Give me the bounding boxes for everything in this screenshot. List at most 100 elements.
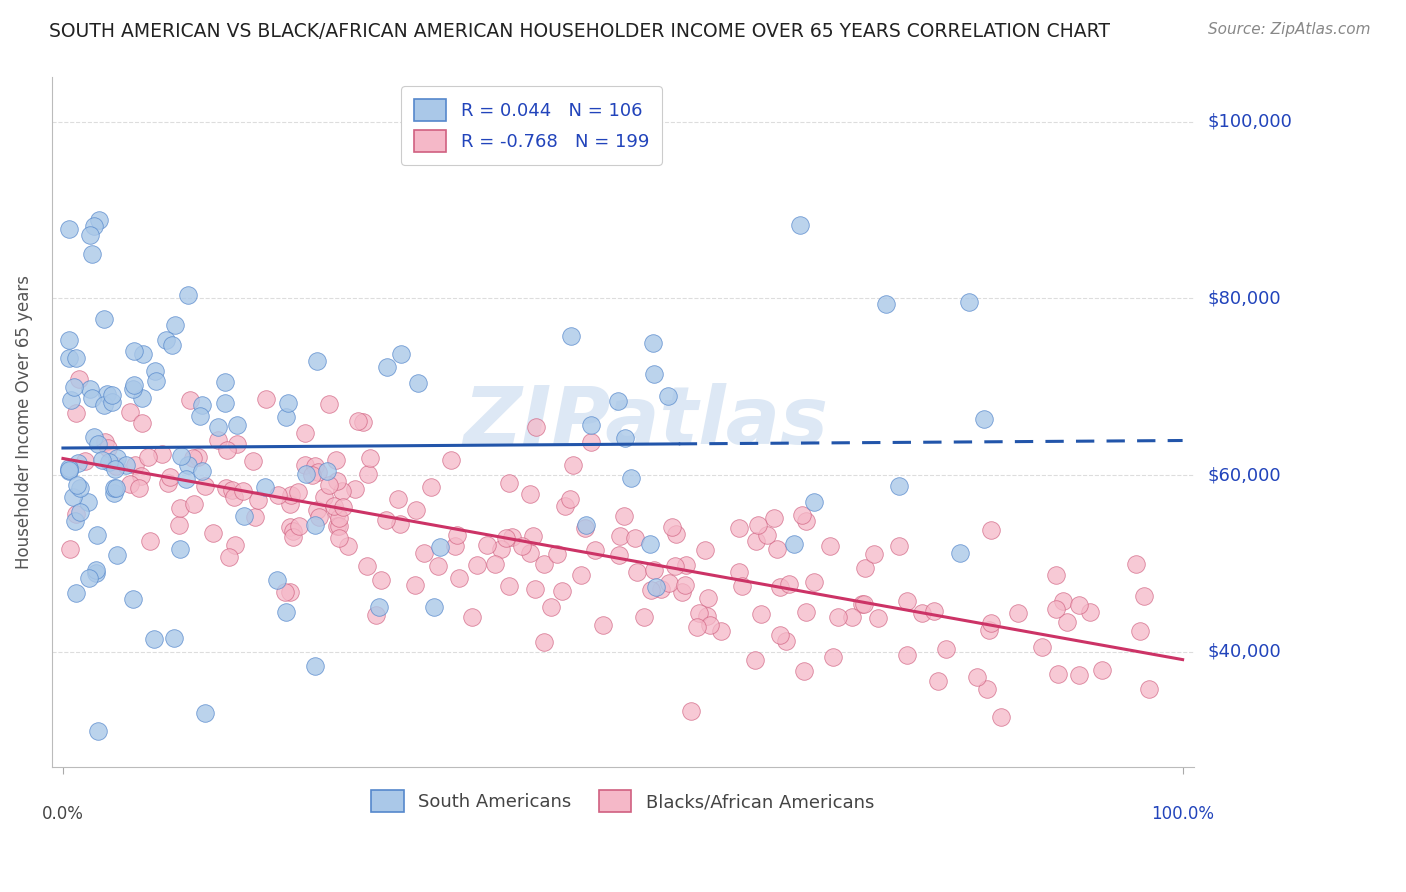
Point [155, 333, 177, 347]
Point [104, 481, 127, 495]
Point [163, 631, 186, 645]
Text: SOUTH AMERICAN VS BLACK/AFRICAN AMERICAN HOUSEHOLDER INCOME OVER 65 YEARS CORREL: SOUTH AMERICAN VS BLACK/AFRICAN AMERICAN… [49, 22, 1111, 41]
Point [122, 378, 145, 392]
Point [232, 484, 254, 499]
Point [540, 599, 562, 614]
Point [122, 343, 145, 358]
Point [1078, 605, 1101, 619]
Point [620, 471, 643, 485]
Point [1069, 599, 1091, 613]
Point [747, 518, 769, 533]
Point [58, 222, 80, 236]
Point [103, 485, 125, 500]
Point [827, 609, 849, 624]
Point [370, 573, 392, 587]
Text: 0.0%: 0.0% [42, 805, 84, 823]
Point [122, 591, 145, 606]
Point [165, 318, 187, 333]
Point [990, 709, 1012, 723]
Point [287, 518, 309, 533]
Point [973, 412, 995, 426]
Point [307, 465, 329, 479]
Point [143, 632, 166, 647]
Point [96, 386, 118, 401]
Point [79, 228, 101, 243]
Point [159, 470, 181, 484]
Point [641, 336, 664, 351]
Point [221, 483, 243, 497]
Point [87, 723, 110, 738]
Point [1045, 602, 1067, 616]
Point [643, 563, 665, 577]
Point [274, 585, 297, 599]
Point [332, 500, 354, 514]
Text: 100.0%: 100.0% [1152, 805, 1215, 823]
Point [697, 591, 720, 605]
Point [446, 527, 468, 541]
Point [67, 372, 90, 386]
Point [169, 541, 191, 556]
Point [344, 482, 367, 496]
Point [388, 516, 411, 531]
Point [949, 546, 972, 560]
Point [607, 394, 630, 409]
Point [254, 392, 277, 406]
Point [875, 297, 897, 311]
Point [498, 579, 520, 593]
Point [927, 674, 949, 689]
Point [294, 458, 316, 473]
Point [423, 599, 446, 614]
Point [675, 558, 697, 573]
Point [274, 410, 297, 425]
Point [118, 405, 141, 419]
Point [214, 376, 236, 390]
Point [187, 450, 209, 465]
Point [215, 481, 238, 495]
Point [308, 510, 330, 524]
Text: $100,000: $100,000 [1208, 112, 1292, 130]
Point [294, 467, 316, 481]
Point [976, 681, 998, 696]
Point [243, 509, 266, 524]
Point [66, 478, 89, 492]
Point [304, 658, 326, 673]
Point [769, 628, 792, 642]
Point [167, 518, 190, 533]
Point [665, 526, 688, 541]
Point [957, 295, 980, 310]
Point [233, 508, 256, 523]
Point [495, 531, 517, 545]
Point [533, 557, 555, 571]
Point [449, 570, 471, 584]
Y-axis label: Householder Income Over 65 years: Householder Income Over 65 years [15, 275, 32, 569]
Point [218, 549, 240, 564]
Point [62, 380, 84, 394]
Point [613, 508, 636, 523]
Point [519, 487, 541, 501]
Point [305, 503, 328, 517]
Point [693, 543, 716, 558]
Point [105, 548, 128, 562]
Point [105, 451, 128, 466]
Point [181, 450, 204, 465]
Point [194, 706, 217, 720]
Point [796, 605, 818, 619]
Point [510, 539, 533, 553]
Legend: South Americans, Blacks/African Americans: South Americans, Blacks/African American… [364, 783, 882, 820]
Point [789, 219, 811, 233]
Text: ZIPatlas: ZIPatlas [463, 383, 828, 461]
Point [58, 351, 80, 366]
Point [138, 534, 160, 549]
Point [607, 548, 630, 562]
Point [59, 542, 82, 557]
Point [82, 391, 104, 405]
Point [359, 451, 381, 466]
Point [131, 417, 153, 431]
Point [83, 219, 105, 233]
Point [62, 490, 84, 504]
Point [671, 585, 693, 599]
Point [328, 518, 350, 533]
Point [1052, 594, 1074, 608]
Point [1056, 615, 1078, 629]
Point [191, 464, 214, 478]
